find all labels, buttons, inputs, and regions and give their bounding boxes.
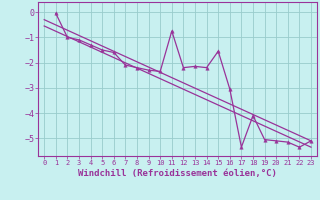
X-axis label: Windchill (Refroidissement éolien,°C): Windchill (Refroidissement éolien,°C) xyxy=(78,169,277,178)
